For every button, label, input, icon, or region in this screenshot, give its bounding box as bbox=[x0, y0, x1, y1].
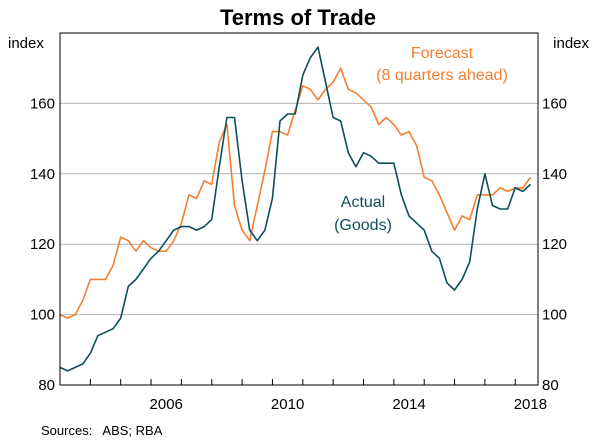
actual-annotation: Actual (Goods) bbox=[334, 194, 392, 234]
x-tick-label-2006: 2006 bbox=[150, 396, 183, 413]
left-tick-label-160: 160 bbox=[30, 95, 55, 112]
left-tick-label-80: 80 bbox=[38, 377, 55, 394]
x-tick-label-2014: 2014 bbox=[392, 396, 425, 413]
axis-ticks bbox=[59, 379, 516, 385]
left-tick-label-140: 140 bbox=[30, 166, 55, 183]
forecast-annotation: Forecast (8 quarters ahead) bbox=[376, 45, 508, 84]
chart-title: Terms of Trade bbox=[220, 5, 376, 30]
left-tick-label-120: 120 bbox=[30, 236, 55, 253]
right-tick-label-80: 80 bbox=[542, 377, 559, 394]
right-tick-label-160: 160 bbox=[542, 95, 567, 112]
x-tick-label-2010: 2010 bbox=[271, 396, 304, 413]
left-axis-unit: index bbox=[8, 35, 44, 52]
right-tick-label-140: 140 bbox=[542, 166, 567, 183]
actual-annotation-line2: (Goods) bbox=[334, 217, 392, 234]
forecast-line bbox=[59, 67, 532, 319]
right-tick-label-100: 100 bbox=[542, 307, 567, 324]
forecast-annotation-line1: Forecast bbox=[411, 45, 474, 62]
actual-line bbox=[59, 46, 531, 372]
source-note: Sources: ABS; RBA bbox=[41, 423, 163, 438]
left-tick-label-100: 100 bbox=[30, 307, 55, 324]
gridlines bbox=[60, 102, 538, 316]
right-axis-unit: index bbox=[553, 35, 589, 52]
plot-frame bbox=[59, 32, 539, 386]
right-tick-label-120: 120 bbox=[542, 236, 567, 253]
x-tick-label-2018: 2018 bbox=[514, 396, 547, 413]
series-lines bbox=[59, 46, 532, 372]
actual-annotation-line1: Actual bbox=[341, 194, 385, 211]
axis-tick-labels: 80 80 100 100 120 120 140 140 160 160 2006 2010 2014… bbox=[30, 95, 567, 413]
forecast-annotation-line2: (8 quarters ahead) bbox=[376, 67, 508, 84]
